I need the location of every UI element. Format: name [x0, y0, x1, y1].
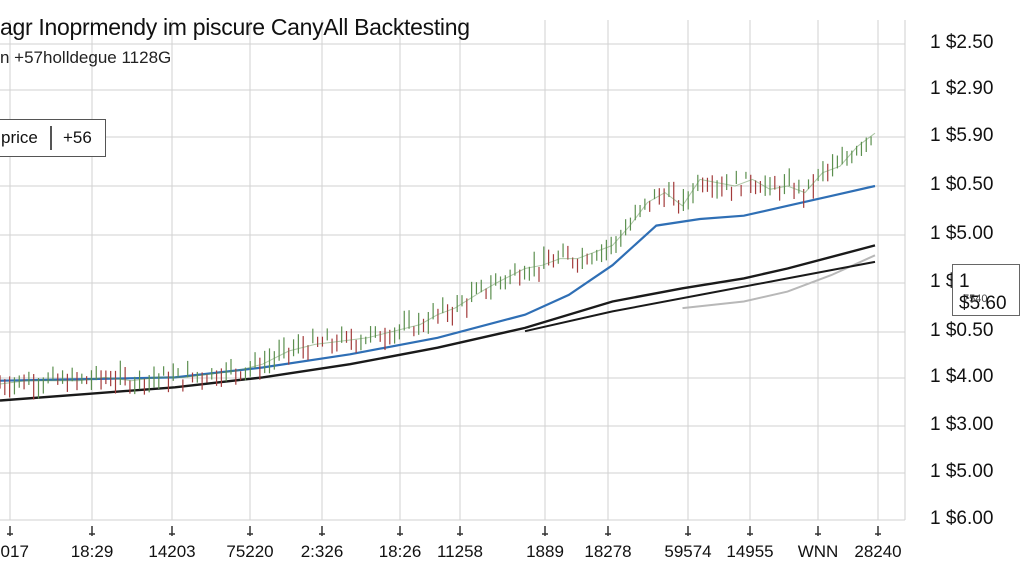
series-ma-fast [0, 184, 876, 382]
y-tick-label: 1 $2.50 [930, 32, 994, 53]
y-tick-label: 1 $6.00 [930, 508, 994, 529]
x-tick-label: 14203 [148, 542, 196, 561]
y-tick-label: 1 $3.00 [930, 414, 994, 435]
chart-subtitle: n +57holldegue 1128G [0, 48, 172, 67]
legend: price +56 [0, 119, 106, 157]
y-tick-label: 1 $4.00 [930, 366, 994, 387]
series-ma-mid [682, 254, 876, 310]
x-tick-label: 75220 [226, 542, 274, 561]
last-price-sub: 7540 [963, 293, 988, 305]
series-ma-slow-2 [524, 260, 876, 333]
series-price [0, 136, 872, 400]
y-tick-label: 1 $2.90 [930, 78, 994, 99]
last-price-badge: 1 $5.60 7540 [952, 264, 1020, 316]
x-tick-label: WNN [797, 542, 839, 561]
chart-grid [0, 20, 906, 521]
y-tick-label: 1 $5.90 [930, 125, 994, 146]
x-tick-label: 18:26 [378, 542, 422, 561]
x-tick-label: 1889 [526, 542, 564, 561]
x-tick-label: 28240 [854, 542, 902, 561]
x-tick-label: 14955 [726, 542, 774, 561]
y-tick-label: 1 $5.00 [930, 461, 994, 482]
x-tick-label: 2017 [0, 542, 29, 561]
x-tick-label: 59574 [664, 542, 712, 561]
y-tick-label: 1 $5.00 [930, 223, 994, 244]
x-tick-label: 18:29 [70, 542, 114, 561]
series-ma-slow [0, 244, 876, 402]
legend-label: price [1, 128, 38, 147]
x-tick-label: 2:326 [300, 542, 344, 561]
chart-series [0, 132, 876, 402]
x-tick-label: 11258 [436, 542, 484, 561]
x-axis-ticks [7, 526, 881, 536]
chart-title: agr Inoprmendy im piscure CanyAll Backte… [0, 14, 470, 40]
series-price-line [0, 132, 876, 385]
legend-divider [50, 126, 52, 150]
x-tick-label: 18278 [584, 542, 632, 561]
y-tick-label: 1 $0.50 [930, 174, 994, 195]
y-tick-label: 1 $0.50 [930, 320, 994, 341]
legend-value: +56 [63, 128, 92, 147]
last-price-value: 1 $5.60 [959, 271, 1007, 314]
